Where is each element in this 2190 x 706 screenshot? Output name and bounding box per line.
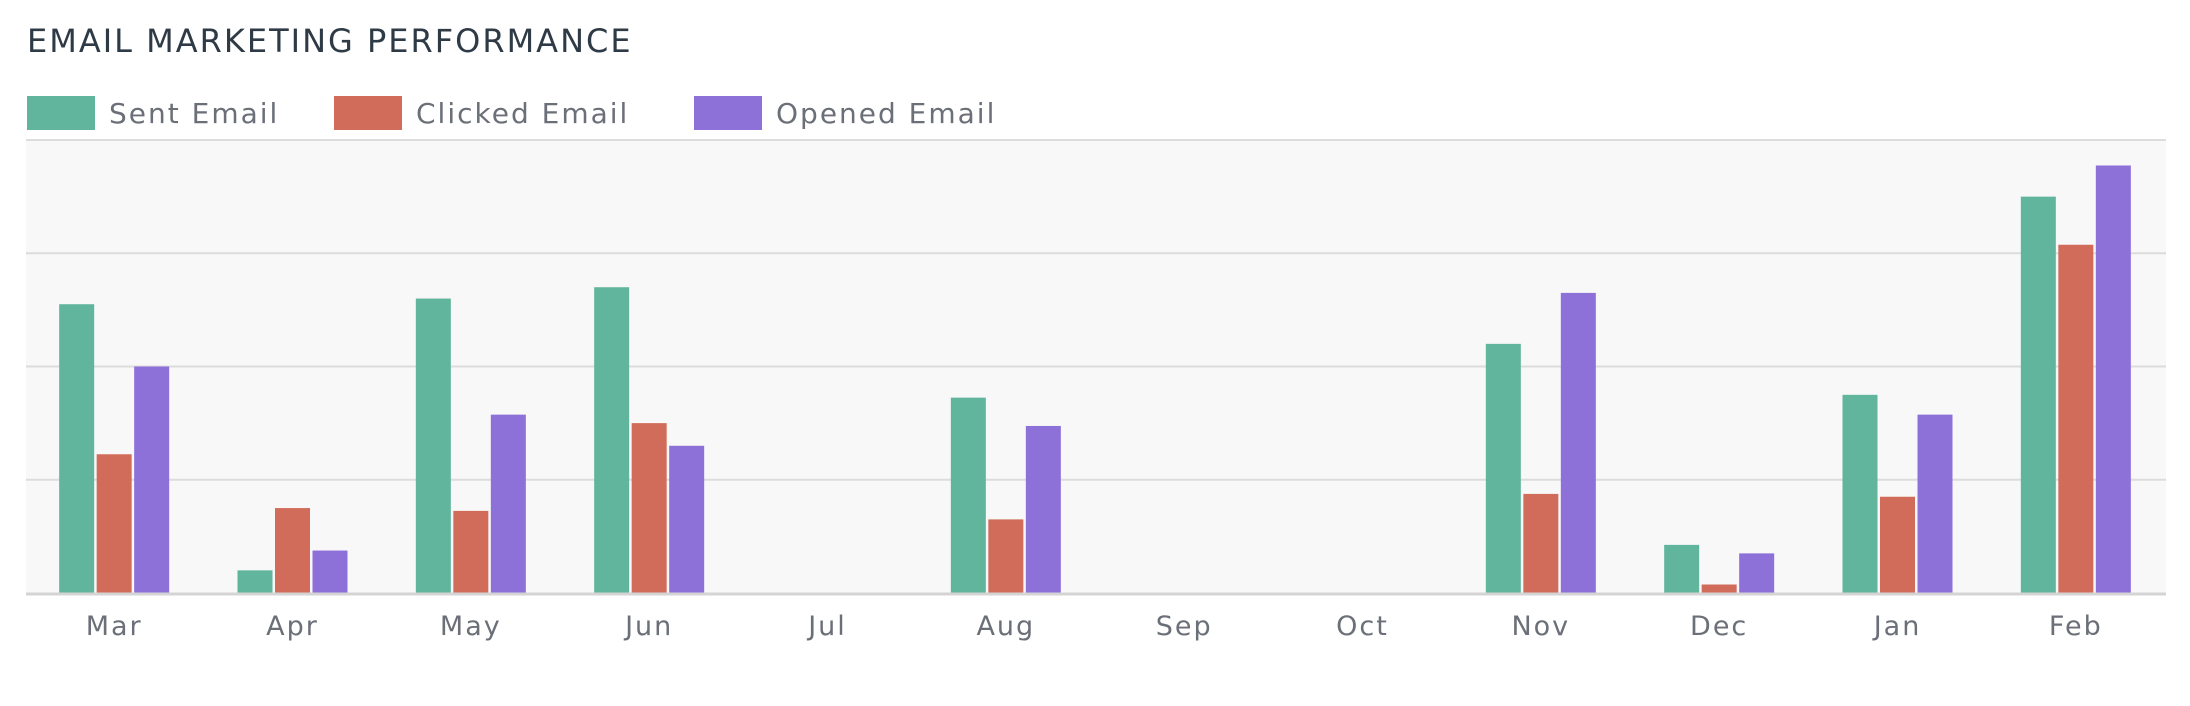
bar-clicked-email-mar[interactable] (96, 454, 132, 593)
x-tick-label-nov: Nov (1511, 611, 1570, 642)
bar-opened-email-jan[interactable] (1917, 414, 1953, 593)
legend-swatch-sent-email (27, 96, 95, 130)
x-tick-label-sep: Sep (1156, 611, 1213, 642)
bar-opened-email-jun[interactable] (669, 445, 705, 593)
bar-clicked-email-nov[interactable] (1523, 493, 1559, 593)
bar-opened-email-may[interactable] (490, 414, 526, 593)
bar-sent-email-feb[interactable] (2020, 196, 2056, 593)
bar-sent-email-jun[interactable] (594, 287, 630, 593)
bar-clicked-email-aug[interactable] (988, 519, 1024, 593)
bar-sent-email-nov[interactable] (1485, 343, 1521, 593)
legend-label-clicked-email: Clicked Email (416, 97, 630, 130)
legend-swatch-clicked-email (334, 96, 402, 130)
bar-sent-email-apr[interactable] (237, 570, 273, 593)
x-tick-label-oct: Oct (1336, 611, 1389, 642)
bar-clicked-email-may[interactable] (453, 510, 489, 593)
x-tick-label-aug: Aug (976, 611, 1035, 642)
x-tick-label-dec: Dec (1690, 611, 1748, 642)
x-tick-label-may: May (440, 611, 502, 642)
bar-clicked-email-feb[interactable] (2058, 244, 2094, 593)
bar-sent-email-mar[interactable] (59, 304, 95, 593)
bar-sent-email-jan[interactable] (1842, 394, 1878, 593)
bar-clicked-email-jan[interactable] (1880, 496, 1915, 593)
bar-opened-email-feb[interactable] (2095, 165, 2131, 593)
bar-sent-email-may[interactable] (415, 298, 451, 593)
bar-sent-email-aug[interactable] (950, 397, 986, 593)
bar-sent-email-dec[interactable] (1664, 544, 1700, 593)
x-tick-label-mar: Mar (86, 611, 143, 642)
bar-opened-email-dec[interactable] (1739, 553, 1775, 593)
bar-clicked-email-apr[interactable] (275, 508, 310, 593)
bar-clicked-email-dec[interactable] (1701, 584, 1737, 593)
x-tick-label-jul: Jul (806, 611, 847, 642)
legend-label-opened-email: Opened Email (776, 97, 997, 130)
bar-opened-email-apr[interactable] (312, 550, 348, 593)
legend-label-sent-email: Sent Email (109, 97, 280, 130)
x-tick-label-apr: Apr (266, 611, 319, 642)
chart-title: EMAIL MARKETING PERFORMANCE (27, 22, 633, 60)
x-tick-label-jun: Jun (623, 611, 673, 642)
bar-opened-email-mar[interactable] (134, 366, 170, 594)
x-tick-label-feb: Feb (2049, 611, 2103, 642)
bar-clicked-email-jun[interactable] (631, 423, 667, 593)
bar-opened-email-nov[interactable] (1560, 292, 1596, 593)
bar-opened-email-aug[interactable] (1025, 425, 1061, 593)
x-tick-label-jan: Jan (1872, 611, 1922, 642)
legend-swatch-opened-email (694, 96, 762, 130)
